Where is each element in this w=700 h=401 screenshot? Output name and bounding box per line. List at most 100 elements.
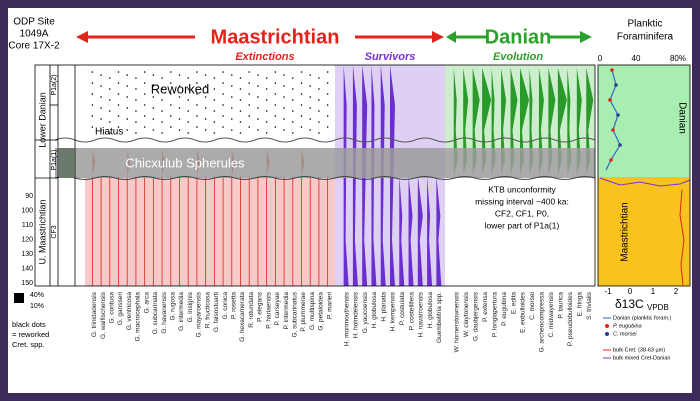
- reworked-dot: [91, 115, 94, 117]
- reworked-dot: [161, 99, 163, 101]
- species-label: H. navarroensis: [418, 291, 425, 337]
- reworked-dot: [117, 71, 120, 73]
- species-label: R. fructicosa: [204, 292, 211, 329]
- reworked-dot: [291, 132, 294, 134]
- ktb-line: [54, 176, 596, 180]
- stage-label: U. Maastrichtian: [37, 199, 47, 264]
- annotation: missing interval ~400 ka:: [475, 196, 569, 206]
- zone-label: P1a(1): [51, 149, 58, 170]
- species-label: G. falsostuarti: [213, 292, 220, 332]
- reworked-dot: [300, 126, 303, 128]
- reworked-dot: [204, 96, 207, 98]
- reworked-dot: [161, 121, 163, 123]
- reworked-dot: [239, 88, 242, 90]
- reworked-dot: [204, 107, 207, 109]
- species-label: P. marieri: [326, 292, 333, 319]
- depth-label: 140: [21, 265, 33, 272]
- reworked-dot: [117, 82, 120, 84]
- reworked-dot: [300, 115, 303, 117]
- reworked-dot: [187, 77, 190, 79]
- legend-text: Cret. spp.: [12, 340, 45, 349]
- reworked-dot: [161, 88, 163, 90]
- depth-label: 150: [21, 280, 33, 287]
- range-band: [427, 176, 433, 286]
- reworked-dot: [169, 82, 172, 84]
- plot-maastrichtian: [598, 177, 690, 286]
- reworked-dot: [274, 126, 277, 128]
- curve-frame: [597, 64, 691, 287]
- reworked-dot: [178, 129, 181, 131]
- reworked-dot: [152, 96, 155, 98]
- tick-label: 1: [651, 287, 656, 296]
- group-heading: Evolution: [493, 51, 543, 63]
- depth-label: 90: [25, 193, 33, 200]
- species-label: G. macrocephala: [135, 292, 142, 342]
- reworked-dot: [291, 110, 294, 112]
- curve-point: [611, 128, 615, 132]
- species-label: G. trinidadensis: [91, 291, 98, 337]
- site: ODP Site: [13, 17, 55, 28]
- reworked-dot: [117, 104, 120, 106]
- reworked-dot: [274, 115, 277, 117]
- curve-point: [614, 83, 618, 87]
- species-label: C. midwayensis: [548, 291, 555, 337]
- reworked-dot: [135, 77, 137, 79]
- reworked-dot: [257, 129, 259, 131]
- species-label: P. intermedia: [283, 292, 290, 330]
- legend-key: [605, 324, 609, 328]
- species-label: G. arca: [143, 292, 150, 314]
- reworked-dot: [239, 132, 242, 134]
- reworked-dot: [169, 71, 172, 73]
- species-label: H. kempensis: [390, 291, 397, 331]
- danian-curve: [605, 69, 621, 171]
- reworked-dot: [117, 115, 120, 117]
- annotation: Hiatus: [95, 127, 123, 138]
- reworked-dot: [230, 74, 233, 76]
- site: 1049A: [20, 29, 49, 40]
- reworked-dot: [248, 126, 251, 128]
- reworked-dot: [222, 115, 224, 117]
- reworked-dot: [100, 74, 102, 76]
- arrowhead: [580, 31, 592, 43]
- species-label: P. elegans: [257, 291, 264, 322]
- group-heading: Extinctions: [235, 51, 294, 63]
- stage-heading: Danian: [485, 26, 552, 48]
- species-label: P. rosetta: [231, 292, 238, 319]
- species-label: R. rotundata: [248, 292, 255, 328]
- reworked-dot: [152, 129, 155, 131]
- reworked-dot: [326, 115, 329, 117]
- reworked-dot: [213, 99, 216, 101]
- depth-label: 120: [21, 236, 33, 243]
- reworked-dot: [265, 121, 268, 123]
- stage-heading: Maastrichtian: [211, 26, 340, 48]
- reworked-dot: [91, 104, 94, 106]
- reworked-dot: [161, 77, 163, 79]
- reworked-dot: [300, 93, 303, 95]
- curve-point: [609, 158, 613, 162]
- legend-text: P. eugubina: [613, 323, 642, 329]
- species-label: H. globulosa: [371, 292, 378, 329]
- legend-text: 40%: [30, 292, 44, 299]
- reworked-dot: [187, 121, 190, 123]
- species-label: Guembelitria spp.: [436, 292, 443, 343]
- species-label: P. pseudobulloides: [567, 291, 574, 346]
- reworked-dot: [326, 104, 329, 106]
- reworked-dot: [283, 107, 285, 109]
- reworked-dot: [239, 99, 242, 101]
- reworked-dot: [239, 110, 242, 112]
- reworked-dot: [187, 132, 190, 134]
- reworked-dot: [309, 129, 312, 131]
- reworked-dot: [291, 121, 294, 123]
- species-label: H. globulosa: [427, 292, 434, 329]
- axis-label: δ13C: [615, 297, 644, 311]
- reworked-dot: [108, 99, 111, 101]
- reworked-dot: [318, 121, 320, 123]
- spherule-band: [55, 148, 595, 178]
- reworked-dot: [257, 118, 259, 120]
- arrowhead: [446, 31, 456, 43]
- reworked-dot: [204, 129, 207, 131]
- reworked-dot: [117, 93, 120, 95]
- bulk-curve: [679, 189, 685, 286]
- reworked-dot: [143, 93, 146, 95]
- reworked-dot: [91, 93, 94, 95]
